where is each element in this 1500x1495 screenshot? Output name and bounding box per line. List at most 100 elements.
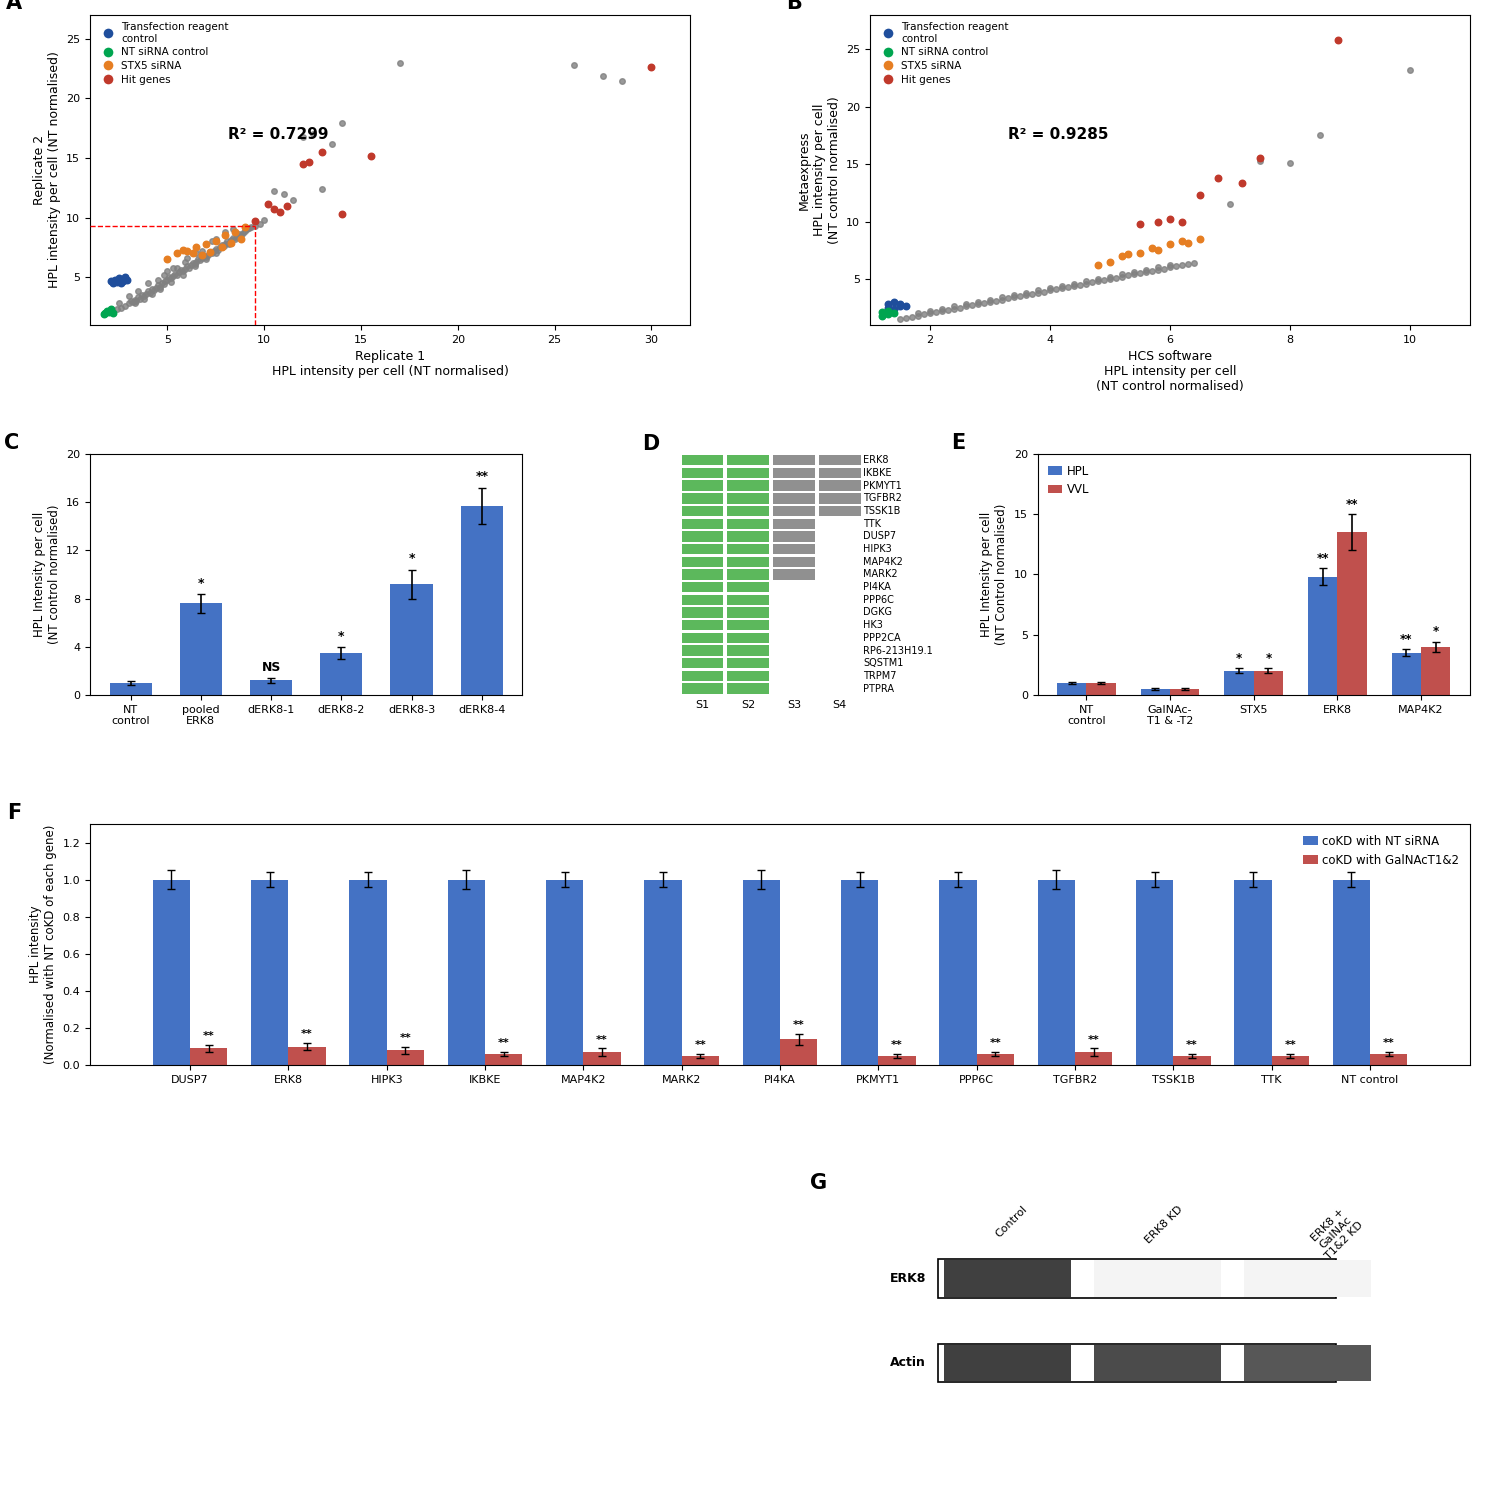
Bar [681, 480, 723, 490]
Text: NS: NS [261, 661, 280, 674]
Bar [772, 544, 814, 555]
Bar [681, 620, 723, 631]
Point [1158, 253, 1182, 277]
Point [330, 202, 354, 226]
Bar [728, 671, 770, 682]
Point [232, 215, 256, 239]
Legend: HPL, VVL: HPL, VVL [1044, 460, 1095, 501]
Point [1104, 266, 1128, 290]
Point [176, 247, 200, 271]
Point [984, 289, 1008, 312]
Point [291, 152, 315, 176]
Point [165, 263, 189, 287]
Bar [1224, 671, 1254, 695]
Text: **: ** [1088, 1035, 1100, 1045]
Point [906, 303, 930, 327]
Point [1188, 184, 1212, 208]
Point [1146, 238, 1170, 262]
Text: **: ** [202, 1032, 214, 1041]
Legend: coKD with NT siRNA, coKD with GalNAcT1&2: coKD with NT siRNA, coKD with GalNAcT1&2 [1299, 830, 1464, 872]
Bar [681, 493, 723, 504]
Text: *: * [1236, 652, 1242, 665]
Point [272, 182, 296, 206]
Point [99, 298, 123, 321]
Bar [728, 607, 770, 617]
Text: TTK: TTK [862, 519, 880, 529]
Bar [681, 468, 723, 478]
Point [158, 265, 182, 289]
Point [117, 284, 141, 308]
Point [106, 266, 130, 290]
Point [1056, 275, 1080, 299]
Point [1398, 58, 1422, 82]
Bar [584, 1052, 621, 1064]
Point [200, 241, 223, 265]
Point [1098, 250, 1122, 274]
Point [144, 277, 168, 300]
Point [1116, 263, 1140, 287]
Point [219, 229, 243, 253]
Point [237, 217, 261, 241]
Point [1074, 269, 1098, 293]
Point [160, 256, 184, 280]
Point [1002, 283, 1026, 306]
Bar [1058, 683, 1086, 695]
Point [1026, 281, 1050, 305]
Point [236, 217, 260, 241]
Text: ERK8: ERK8 [862, 456, 888, 465]
Point [196, 242, 220, 266]
Point [220, 226, 245, 250]
Bar [1392, 653, 1420, 695]
Bar [180, 604, 222, 695]
Point [1050, 277, 1074, 300]
Point [966, 292, 990, 315]
Text: MAP4K2: MAP4K2 [862, 556, 903, 567]
Point [180, 251, 204, 275]
Point [1134, 257, 1158, 281]
Text: S3: S3 [788, 700, 801, 710]
Point [1092, 268, 1116, 292]
Point [213, 220, 237, 244]
Bar [1308, 577, 1338, 695]
Point [1116, 242, 1140, 266]
Text: S2: S2 [741, 700, 756, 710]
Point [184, 241, 209, 265]
Point [1218, 193, 1242, 217]
Point [93, 300, 117, 324]
Text: S1: S1 [696, 700, 709, 710]
Point [1158, 233, 1182, 257]
Point [894, 306, 918, 330]
Point [1164, 254, 1188, 278]
Point [186, 247, 210, 271]
Bar [819, 480, 861, 490]
Bar [728, 493, 770, 504]
Point [110, 271, 134, 295]
Text: *: * [198, 577, 204, 589]
Text: **: ** [891, 1041, 903, 1051]
Point [104, 268, 128, 292]
Bar [939, 879, 976, 1064]
Bar [681, 519, 723, 529]
Point [170, 259, 194, 283]
Bar [1254, 671, 1282, 695]
Point [153, 269, 177, 293]
Point [243, 214, 267, 238]
Text: **: ** [1400, 632, 1413, 646]
Bar [681, 556, 723, 567]
Point [211, 235, 236, 259]
Point [126, 286, 150, 309]
Point [232, 218, 256, 242]
Text: **: ** [990, 1039, 1000, 1048]
Point [136, 271, 160, 295]
Point [142, 278, 166, 302]
Text: RP6-213H19.1: RP6-213H19.1 [862, 646, 933, 655]
Point [906, 302, 930, 326]
Point [206, 238, 230, 262]
Point [972, 292, 996, 315]
Point [1014, 283, 1038, 306]
Point [930, 298, 954, 321]
Bar [681, 595, 723, 605]
Point [105, 298, 129, 321]
Bar [728, 480, 770, 490]
Point [140, 283, 164, 306]
